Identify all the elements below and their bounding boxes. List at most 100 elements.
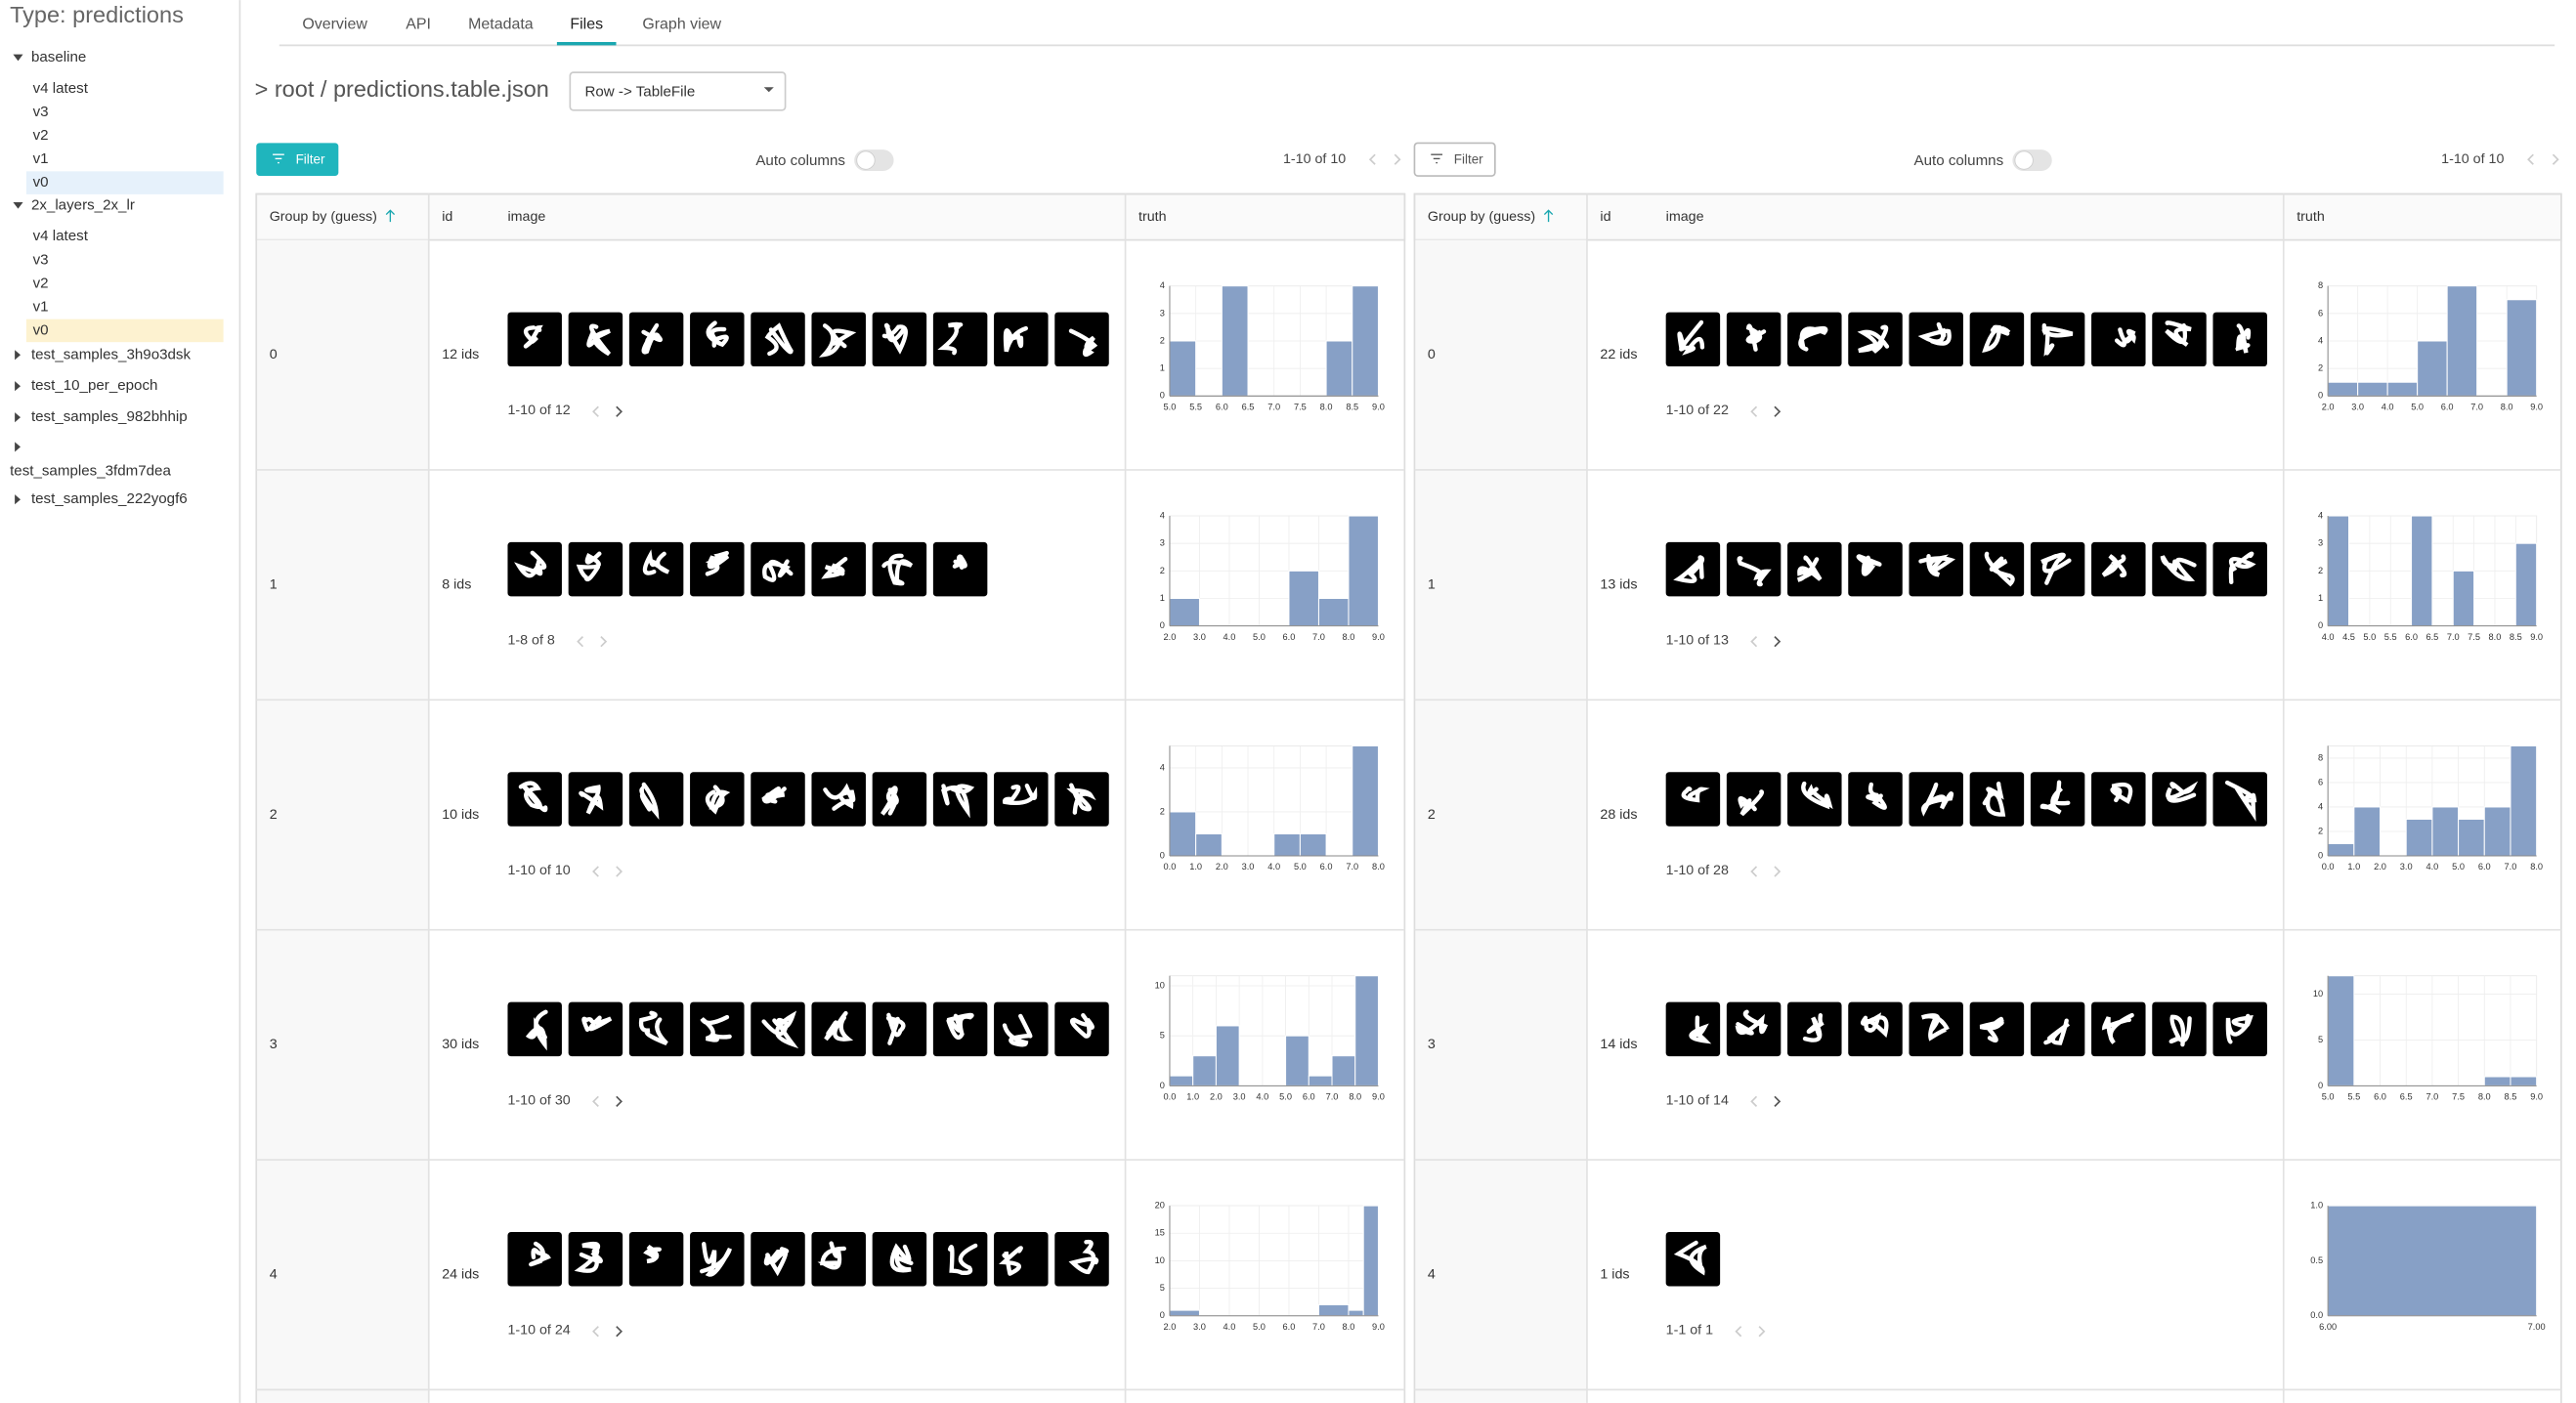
next-page[interactable] [616, 405, 623, 417]
column-header[interactable]: image [1666, 209, 1704, 225]
tree-version[interactable]: v0 [33, 321, 49, 338]
digit-thumbnail[interactable] [932, 312, 988, 367]
digit-thumbnail[interactable] [2152, 1001, 2207, 1057]
tree-group[interactable]: test_samples_3h9o3dsk [31, 346, 192, 362]
digit-thumbnail[interactable] [2212, 772, 2267, 827]
next-page[interactable] [1774, 405, 1782, 417]
digit-thumbnail[interactable] [2212, 1001, 2267, 1057]
digit-thumbnail[interactable] [690, 772, 745, 827]
column-header[interactable]: truth [2297, 209, 2325, 225]
digit-thumbnail[interactable] [751, 541, 805, 597]
sort-icon[interactable] [385, 209, 396, 223]
tree-version[interactable]: v1 [33, 298, 49, 315]
expand-icon[interactable] [13, 54, 23, 62]
tab[interactable]: Overview [302, 17, 367, 33]
digit-thumbnail[interactable] [2091, 541, 2146, 597]
tree-group[interactable]: test_10_per_epoch [31, 377, 158, 394]
prev-page[interactable] [1750, 405, 1758, 417]
filter-label[interactable]: Filter [1454, 152, 1483, 167]
digit-thumbnail[interactable] [2030, 312, 2085, 367]
next-page[interactable] [1394, 153, 1401, 165]
column-header[interactable]: id [1600, 209, 1610, 225]
next-page[interactable] [1774, 1095, 1782, 1107]
tab[interactable]: Graph view [642, 17, 721, 33]
collapse-icon[interactable] [15, 381, 21, 392]
digit-thumbnail[interactable] [1787, 312, 1842, 367]
prev-page[interactable] [1750, 636, 1758, 648]
digit-thumbnail[interactable] [1909, 312, 1963, 367]
digit-thumbnail[interactable] [628, 541, 684, 597]
tree-version[interactable]: v4 latest [33, 80, 89, 97]
next-page[interactable] [1774, 866, 1782, 877]
prev-page[interactable] [1750, 866, 1758, 877]
digit-thumbnail[interactable] [751, 772, 805, 827]
tree-version[interactable]: v4 latest [33, 228, 89, 244]
expand-icon[interactable] [13, 201, 23, 209]
tree-group[interactable]: test_samples_982bhhip [31, 408, 188, 425]
tree-version[interactable]: v0 [33, 174, 49, 191]
digit-thumbnail[interactable] [628, 772, 684, 827]
digit-thumbnail[interactable] [507, 1232, 562, 1287]
collapse-icon[interactable] [15, 350, 21, 361]
digit-thumbnail[interactable] [811, 772, 866, 827]
tree-version[interactable]: v1 [33, 150, 49, 167]
digit-thumbnail[interactable] [690, 1232, 745, 1287]
tab[interactable]: Files [570, 17, 603, 33]
column-header[interactable]: Group by (guess) [270, 209, 377, 225]
prev-page[interactable] [592, 1326, 599, 1338]
digit-thumbnail[interactable] [1726, 772, 1782, 827]
digit-thumbnail[interactable] [2091, 1001, 2146, 1057]
prev-page[interactable] [577, 636, 584, 648]
tree-version[interactable]: v3 [33, 251, 49, 268]
next-page[interactable] [1774, 636, 1782, 648]
tab[interactable]: API [406, 17, 431, 33]
digit-thumbnail[interactable] [2212, 541, 2267, 597]
tree-group[interactable]: 2x_layers_2x_lr [31, 196, 135, 213]
digit-thumbnail[interactable] [994, 1232, 1049, 1287]
prev-page[interactable] [1735, 1326, 1742, 1338]
column-header[interactable]: truth [1138, 209, 1167, 225]
prev-page[interactable] [592, 405, 599, 417]
column-header[interactable]: image [507, 209, 545, 225]
tree-version[interactable]: v2 [33, 275, 49, 291]
digit-thumbnail[interactable] [1909, 1001, 1963, 1057]
next-page[interactable] [600, 636, 608, 648]
tab[interactable]: Metadata [468, 17, 534, 33]
prev-page[interactable] [592, 1095, 599, 1107]
tree-group[interactable]: baseline [31, 49, 86, 65]
collapse-icon[interactable] [15, 442, 21, 452]
sort-icon[interactable] [1543, 209, 1554, 223]
digit-thumbnail[interactable] [994, 1001, 1049, 1057]
digit-thumbnail[interactable] [1054, 1001, 1109, 1057]
column-header[interactable]: Group by (guess) [1428, 209, 1535, 225]
digit-thumbnail[interactable] [872, 312, 927, 367]
dropdown[interactable] [569, 71, 787, 111]
filter-button[interactable] [256, 143, 339, 177]
column-header[interactable]: id [442, 209, 452, 225]
filter-button[interactable] [1413, 142, 1496, 177]
tree-version[interactable]: v3 [33, 104, 49, 120]
next-page[interactable] [616, 1095, 623, 1107]
prev-page[interactable] [2527, 153, 2534, 165]
tree-group[interactable]: test_samples_222yogf6 [31, 490, 188, 507]
prev-page[interactable] [1750, 1095, 1758, 1107]
next-page[interactable] [616, 1326, 623, 1338]
next-page[interactable] [2552, 153, 2559, 165]
digit-thumbnail[interactable] [872, 772, 927, 827]
collapse-icon[interactable] [15, 412, 21, 423]
tree-version[interactable]: v2 [33, 127, 49, 144]
digit-thumbnail[interactable] [811, 1001, 866, 1057]
digit-thumbnail[interactable] [1848, 541, 1903, 597]
dropdown-label[interactable]: Row -> TableFile [584, 83, 695, 100]
digit-thumbnail[interactable] [1665, 1001, 1721, 1057]
digit-thumbnail[interactable] [1054, 312, 1109, 367]
tree-group[interactable]: test_samples_3fdm7dea [10, 463, 171, 480]
digit-thumbnail[interactable] [994, 772, 1049, 827]
prev-page[interactable] [1368, 153, 1376, 165]
digit-thumbnail[interactable] [1969, 772, 2025, 827]
prev-page[interactable] [592, 866, 599, 877]
collapse-icon[interactable] [15, 494, 21, 505]
digit-thumbnail[interactable] [1969, 1001, 2025, 1057]
filter-label[interactable]: Filter [296, 152, 325, 167]
next-page[interactable] [1758, 1326, 1766, 1338]
